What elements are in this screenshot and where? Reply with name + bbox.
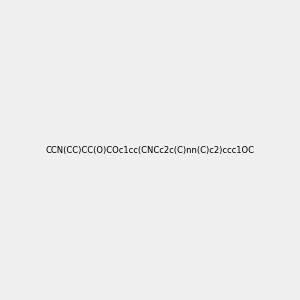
Text: CCN(CC)CC(O)COc1cc(CNCc2c(C)nn(C)c2)ccc1OC: CCN(CC)CC(O)COc1cc(CNCc2c(C)nn(C)c2)ccc1… bbox=[46, 146, 254, 154]
